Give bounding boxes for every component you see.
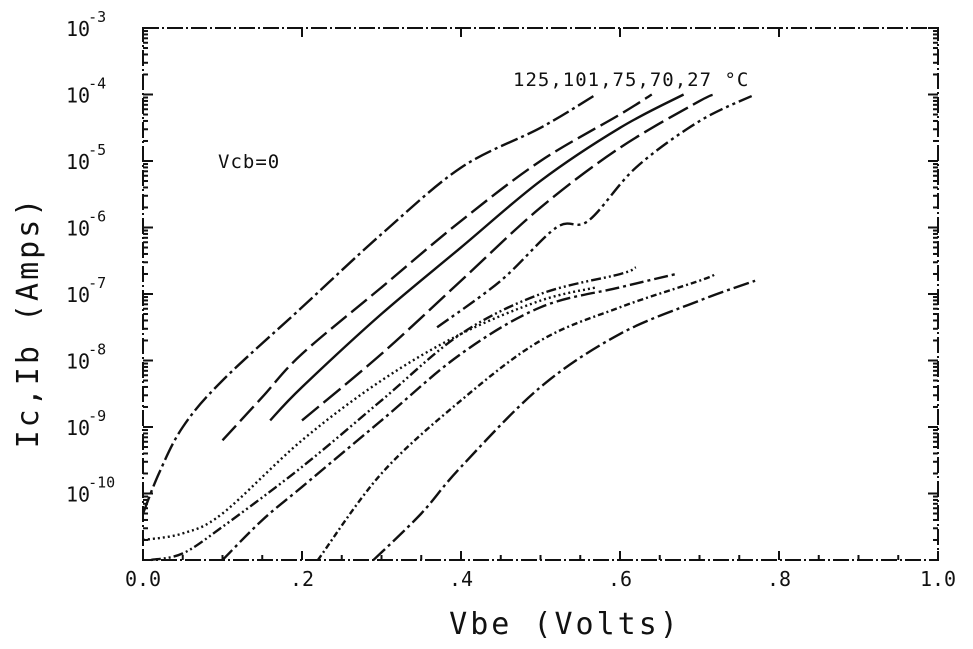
ib-curve-9 xyxy=(372,279,756,561)
y-tick-label-1: 10-4 xyxy=(66,75,106,108)
x-tick-labels: 0.0 .2 .4 .6 .8 1.0 xyxy=(125,567,956,591)
y-tick-label-7: 10-10 xyxy=(66,474,115,507)
x-tick-label-4: .8 xyxy=(767,567,791,591)
ib-curve-5 xyxy=(142,286,597,542)
ic-curve-2 xyxy=(269,93,685,422)
axis-ticks xyxy=(142,27,939,560)
ib-curve-6 xyxy=(150,266,637,562)
y-tick-label-2: 10-5 xyxy=(66,141,106,174)
x-tick-label-0: 0.0 xyxy=(125,567,161,591)
y-tick-labels: 10-3 10-4 10-5 10-6 10-7 10-8 10-9 10-10 xyxy=(66,8,115,507)
ic-curve-1 xyxy=(221,93,653,442)
x-tick-label-5: 1.0 xyxy=(920,567,956,591)
ic-curve-3 xyxy=(301,93,716,422)
y-tick-label-5: 10-8 xyxy=(66,341,106,374)
data-curves xyxy=(141,93,756,562)
x-tick-label-3: .6 xyxy=(608,567,632,591)
ic-curve-0 xyxy=(141,93,597,514)
ib-curve-8 xyxy=(316,272,716,561)
temperature-annotation: 125,101,75,70,27 °C xyxy=(513,69,749,91)
y-tick-label-6: 10-9 xyxy=(66,407,106,440)
y-tick-label-4: 10-7 xyxy=(66,274,106,307)
ib-curve-7 xyxy=(221,272,676,561)
plot-frame xyxy=(142,27,939,561)
ic-curve-4 xyxy=(436,93,756,329)
x-tick-label-1: .2 xyxy=(290,567,314,591)
x-axis-title: Vbe (Volts) xyxy=(449,607,681,642)
vcb-annotation: Vcb=0 xyxy=(218,151,280,173)
y-tick-label-0: 10-3 xyxy=(66,8,106,41)
y-axis-title: Ic,Ib (Amps) xyxy=(11,196,46,449)
x-tick-label-2: .4 xyxy=(449,567,473,591)
y-tick-label-3: 10-6 xyxy=(66,208,106,241)
